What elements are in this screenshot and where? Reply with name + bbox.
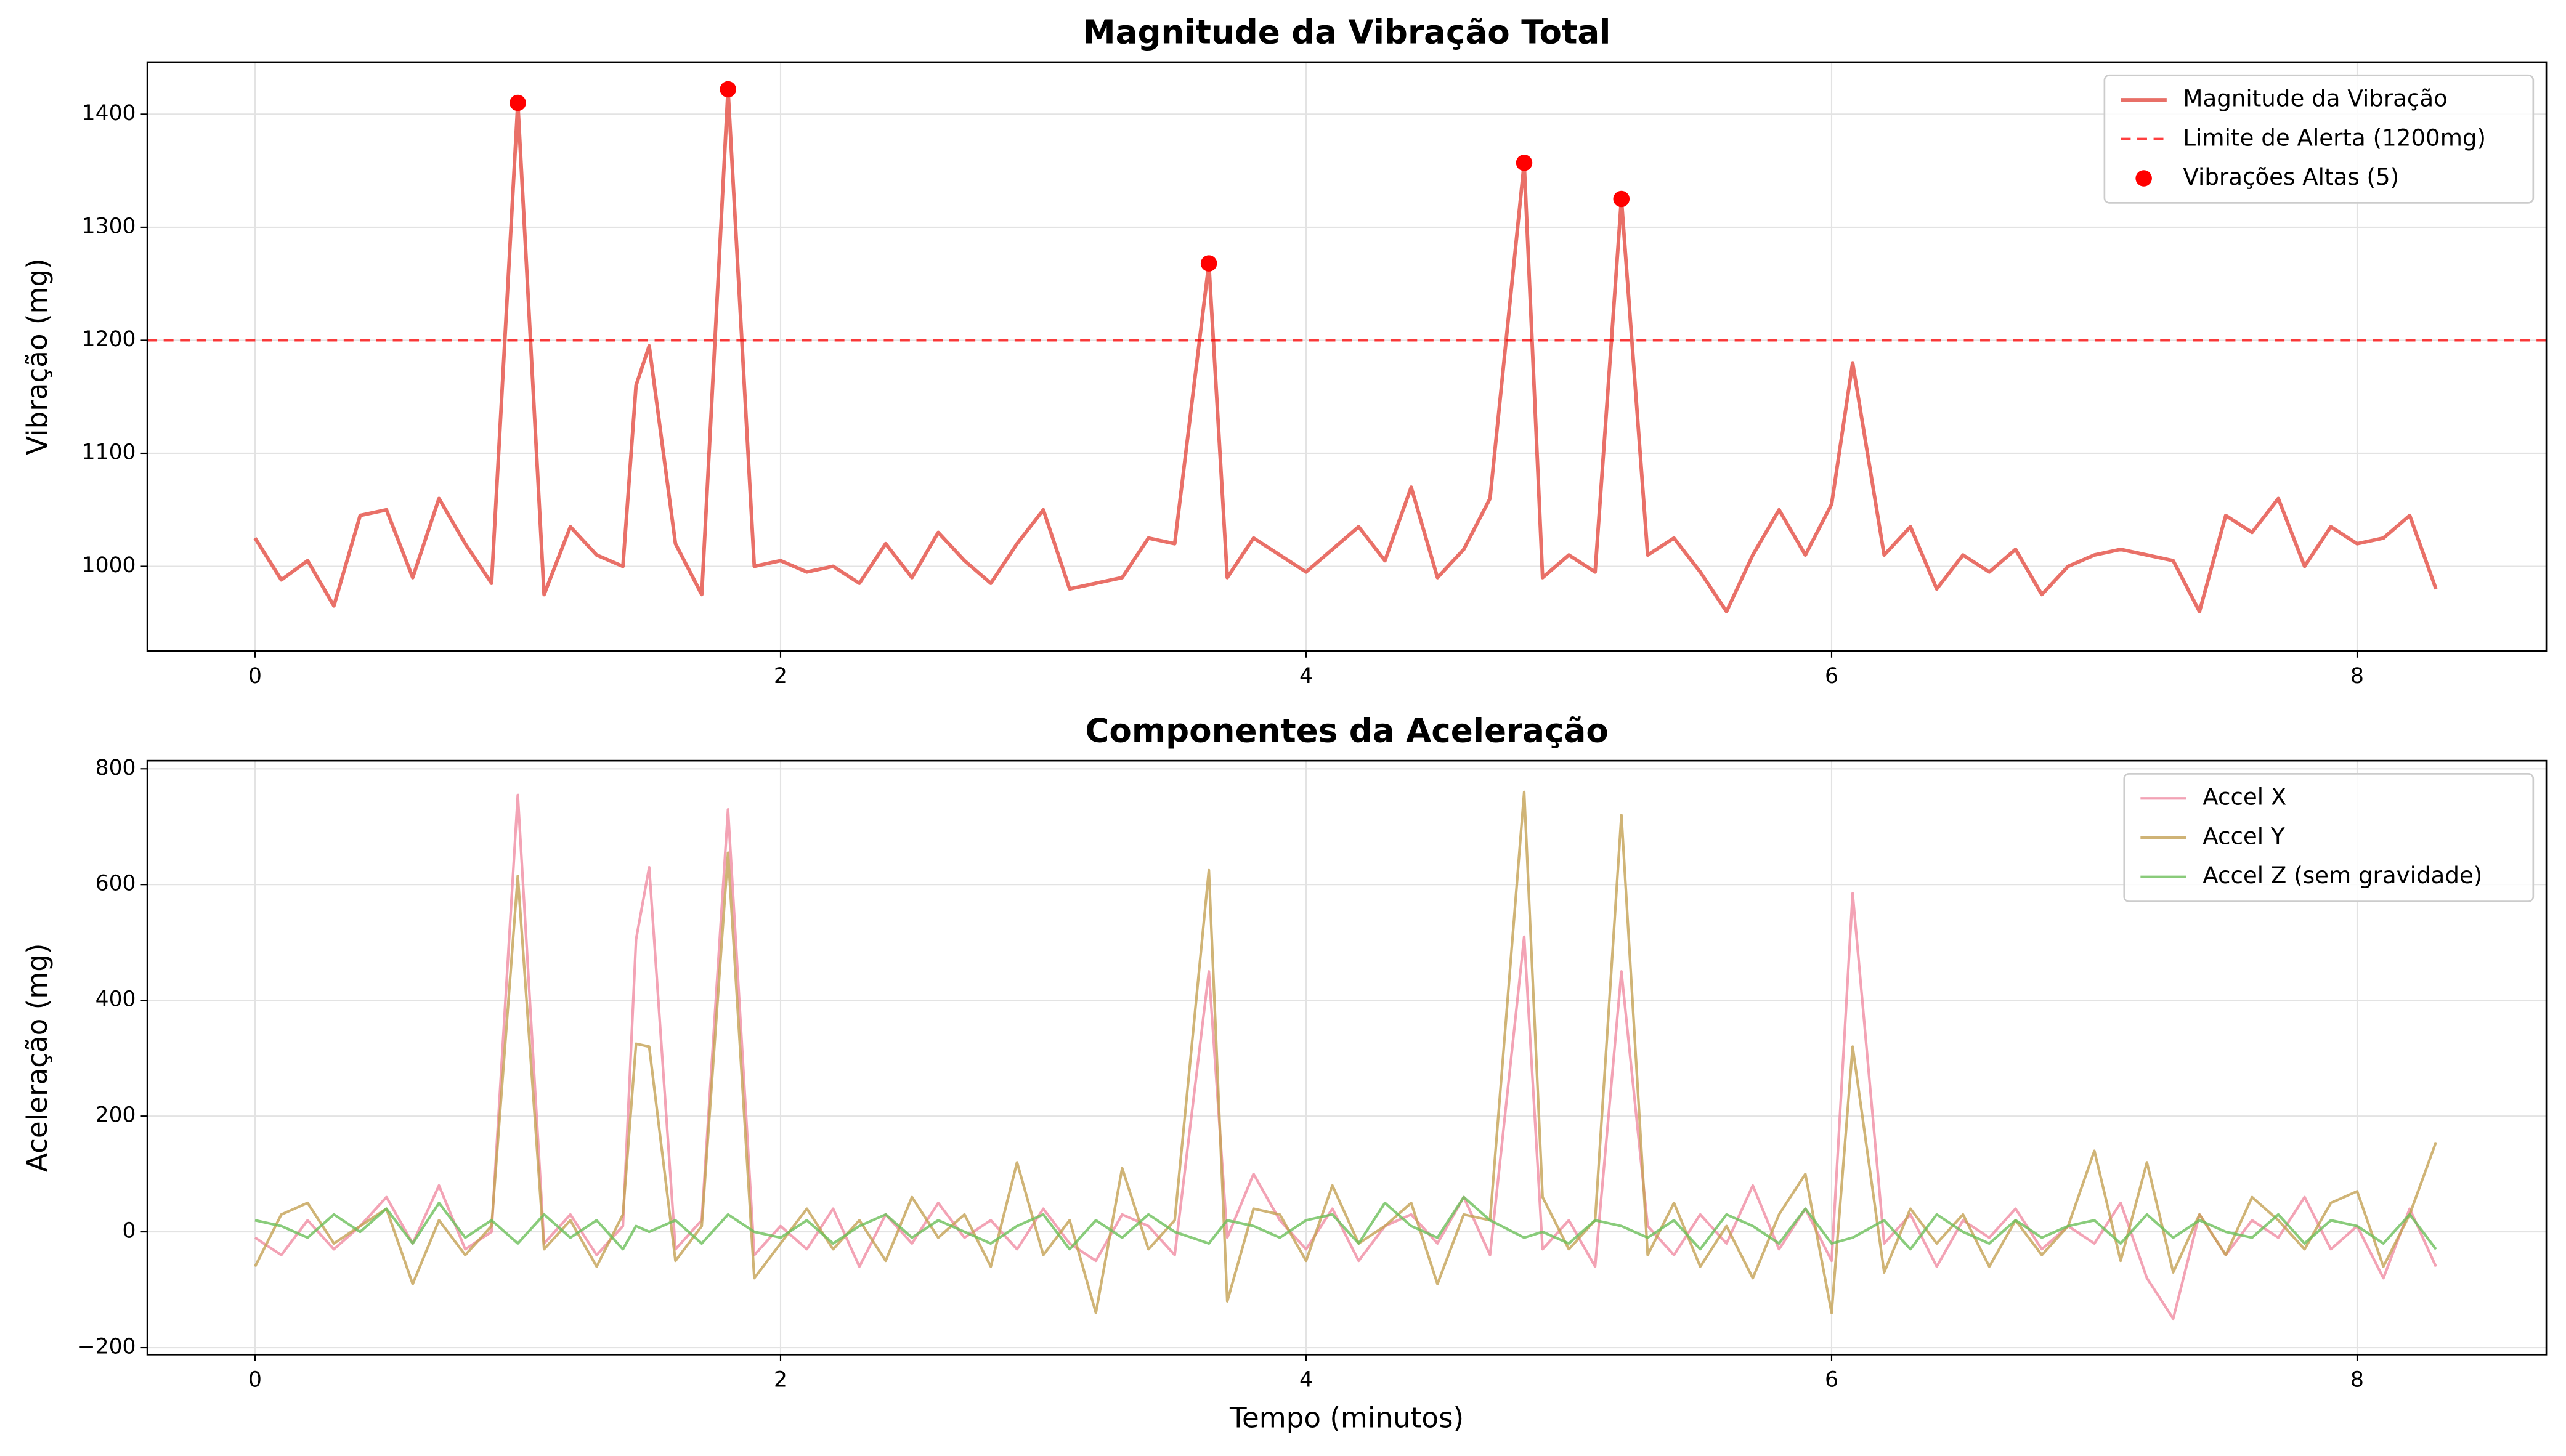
- legend-label: Accel X: [2203, 783, 2286, 811]
- legend-label: Limite de Alerta (1200mg): [2183, 124, 2486, 151]
- y-axis-label: Aceleração (mg): [21, 943, 54, 1172]
- y-tick-label: 200: [95, 1103, 136, 1128]
- x-tick-label: 6: [1825, 664, 1838, 689]
- x-tick-label: 8: [2350, 664, 2364, 689]
- high-point: [1613, 190, 1630, 208]
- y-tick-label: −200: [78, 1335, 136, 1359]
- x-tick-label: 0: [248, 664, 262, 689]
- y-tick-label: 1000: [82, 553, 136, 578]
- y-axis-label: Vibração (mg): [21, 258, 54, 455]
- high-point: [510, 94, 526, 111]
- axes-frame: [146, 759, 2548, 1356]
- high-point: [720, 81, 736, 98]
- y-tick-label: 1300: [82, 214, 136, 238]
- x-tick-label: 4: [1299, 1367, 1313, 1392]
- axes-frame: [146, 61, 2548, 652]
- y-tick-label: 1100: [82, 440, 136, 464]
- chart-title: Componentes da Aceleração: [1085, 712, 1608, 750]
- y-tick-label: 1200: [82, 327, 136, 352]
- x-tick-label: 8: [2350, 1367, 2364, 1392]
- y-tick-label: 400: [95, 987, 136, 1012]
- line-series: [254, 1195, 2437, 1251]
- x-tick-label: 6: [1825, 1367, 1838, 1392]
- x-tick-label: 2: [774, 1367, 787, 1392]
- y-tick-label: 1400: [82, 101, 136, 126]
- legend-label: Accel Y: [2203, 822, 2285, 849]
- x-axis-label: Tempo (minutos): [1229, 1402, 1464, 1434]
- y-tick-label: 0: [123, 1219, 136, 1244]
- legend-label: Vibrações Altas (5): [2183, 163, 2399, 190]
- y-tick-label: 800: [95, 756, 136, 780]
- line-series: [253, 87, 2438, 613]
- y-tick-label: 600: [95, 872, 136, 896]
- legend-label: Magnitude da Vibração: [2183, 85, 2447, 112]
- legend-marker: [2135, 170, 2152, 187]
- x-tick-label: 4: [1299, 664, 1313, 689]
- legend-box: [2103, 74, 2535, 204]
- legend-box: [2123, 773, 2535, 902]
- x-tick-label: 0: [248, 1367, 262, 1392]
- high-point: [1200, 255, 1217, 272]
- x-tick-label: 2: [774, 664, 787, 689]
- high-point: [1516, 155, 1533, 171]
- chart-title: Magnitude da Vibração Total: [1083, 13, 1611, 51]
- legend-label: Accel Z (sem gravidade): [2203, 862, 2482, 889]
